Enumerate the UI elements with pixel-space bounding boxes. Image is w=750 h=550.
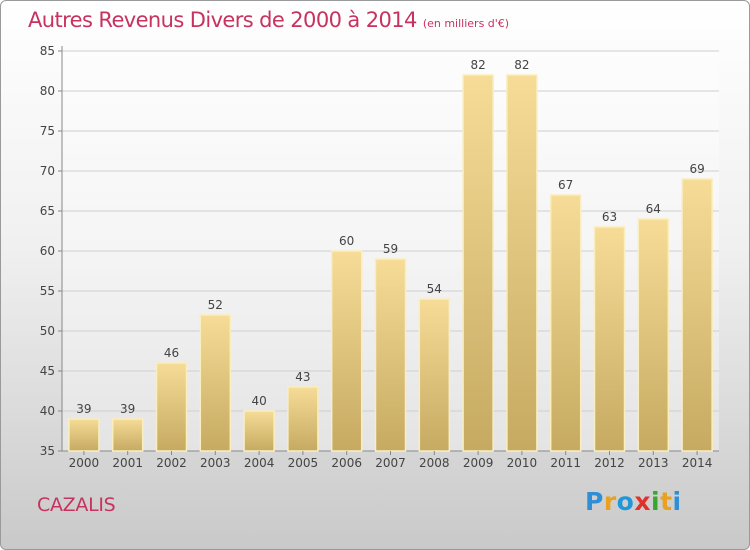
bar-value-label: 82 (470, 58, 485, 72)
y-tick-label: 65 (40, 204, 55, 218)
bar-value-label: 63 (602, 210, 617, 224)
bar-value-label: 54 (427, 282, 442, 296)
bar-value-label: 40 (251, 394, 266, 408)
x-tick-label: 2008 (419, 456, 450, 470)
bar (418, 298, 451, 452)
bar (637, 218, 670, 452)
bar-value-label: 39 (120, 402, 135, 416)
bar (243, 410, 275, 452)
x-tick-label: 2005 (288, 456, 319, 470)
x-tick-label: 2006 (331, 456, 362, 470)
x-tick-label: 2010 (507, 456, 538, 470)
y-tick-label: 80 (40, 84, 55, 98)
x-tick-label: 2004 (244, 456, 275, 470)
bar-value-label: 46 (164, 346, 179, 360)
x-tick-label: 2011 (550, 456, 581, 470)
bar-value-label: 43 (295, 370, 310, 384)
x-tick-label: 2014 (682, 456, 713, 470)
logo-letter: r (603, 487, 617, 516)
x-tick-label: 2009 (463, 456, 494, 470)
bar (549, 194, 582, 452)
logo-letter: o (616, 487, 635, 516)
logo-letter: x (634, 487, 651, 516)
bar-value-label: 52 (208, 298, 223, 312)
proxiti-logo: Proxiti (585, 487, 682, 516)
bar (287, 386, 319, 452)
x-tick-label: 2000 (69, 456, 100, 470)
bar-value-label: 59 (383, 242, 398, 256)
bar (155, 362, 188, 452)
logo-letter: t (660, 487, 673, 516)
bar-value-label: 39 (76, 402, 91, 416)
y-tick-label: 45 (40, 364, 55, 378)
y-tick-label: 70 (40, 164, 55, 178)
y-tick-label: 50 (40, 324, 55, 338)
chart-subtitle: (en milliers d'€) (422, 17, 510, 30)
chart-title: Autres Revenus Divers de 2000 à 2014 (28, 8, 417, 32)
bar-value-label: 60 (339, 234, 354, 248)
bar (462, 74, 494, 452)
x-tick-label: 2012 (594, 456, 625, 470)
x-tick-label: 2002 (156, 456, 187, 470)
bar (506, 74, 538, 452)
logo-letter: i (651, 487, 661, 516)
y-tick-label: 75 (40, 124, 55, 138)
y-tick-label: 55 (40, 284, 55, 298)
x-tick-label: 2003 (200, 456, 231, 470)
bar (330, 250, 363, 452)
logo-letter: i (672, 487, 682, 516)
bar (111, 418, 144, 452)
x-tick-label: 2013 (638, 456, 669, 470)
bar (593, 226, 626, 452)
bar-value-label: 69 (689, 162, 704, 176)
bar (681, 178, 713, 452)
bar (68, 418, 100, 452)
chart-title-block: Autres Revenus Divers de 2000 à 2014 (en … (28, 8, 509, 32)
bar-value-label: 82 (514, 58, 529, 72)
y-tick-label: 85 (40, 44, 55, 58)
y-tick-label: 60 (40, 244, 55, 258)
bar (199, 314, 232, 452)
bar-value-label: 67 (558, 178, 573, 192)
town-name: CAZALIS (37, 494, 116, 516)
x-tick-label: 2007 (375, 456, 406, 470)
x-tick-label: 2001 (112, 456, 143, 470)
logo-letter: P (585, 487, 604, 516)
bar-value-label: 64 (646, 202, 661, 216)
bar (374, 258, 407, 452)
y-tick-label: 40 (40, 404, 55, 418)
y-tick-label: 35 (40, 444, 55, 458)
